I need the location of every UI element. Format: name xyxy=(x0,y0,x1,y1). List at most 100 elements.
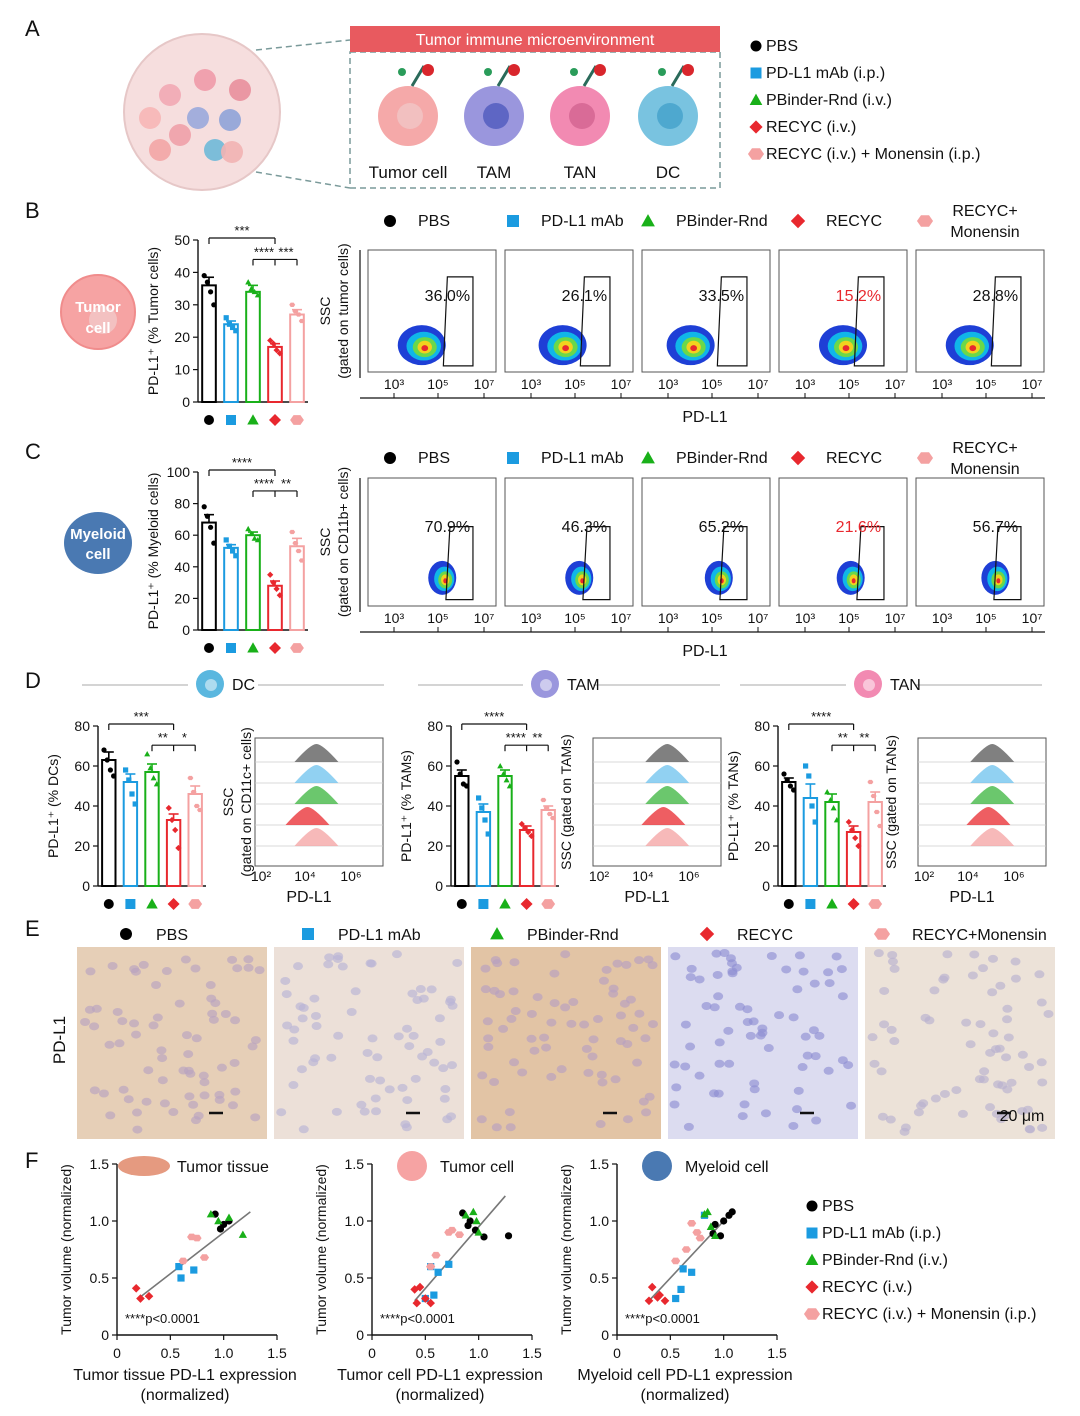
x-tick-label: 10⁵ xyxy=(975,610,996,626)
x-tick-label: 10⁷ xyxy=(611,610,632,626)
nucleus-icon xyxy=(797,1063,808,1072)
data-point xyxy=(830,805,837,811)
y-tick-label: 0 xyxy=(601,1327,609,1343)
nucleus-icon xyxy=(132,1125,143,1134)
nucleus-icon xyxy=(384,1085,395,1094)
panel-label-e: E xyxy=(25,916,40,941)
flow-plot: 46.3% 10³ 10⁵ 10⁷ xyxy=(504,477,634,632)
data-point xyxy=(504,1232,513,1240)
nucleus-icon xyxy=(788,1013,799,1022)
nucleus-icon xyxy=(1024,1062,1035,1071)
gate xyxy=(442,276,474,367)
legend-marker xyxy=(805,1253,819,1265)
nucleus-icon xyxy=(230,1087,241,1096)
category-marker xyxy=(478,899,489,909)
nucleus-icon xyxy=(227,955,238,964)
nucleus-icon xyxy=(98,1089,109,1098)
data-point xyxy=(703,1207,712,1216)
scatter-plot: 0 0.5 1.0 1.5 0 0.5 1.0 1.5 Tumor volume (normal… xyxy=(313,1151,543,1404)
x-tick-label: 10⁷ xyxy=(748,376,769,392)
data-point xyxy=(692,1229,702,1236)
nucleus-icon xyxy=(80,1018,91,1027)
nucleus-icon xyxy=(615,1011,626,1020)
x-tick-label: 1.5 xyxy=(767,1345,787,1361)
cell-icon-label: Tumor xyxy=(75,299,121,316)
flow-frame xyxy=(504,477,634,607)
histogram-peak xyxy=(970,765,1015,783)
data-point xyxy=(165,804,172,812)
data-point xyxy=(178,1257,188,1265)
data-point xyxy=(716,1232,725,1240)
x-tick-label: 10⁷ xyxy=(1022,610,1043,626)
sig-label: ** xyxy=(838,730,848,745)
x-tick-label: 10⁵ xyxy=(838,610,859,626)
nucleus-icon xyxy=(711,949,722,958)
gate-percent: 26.1% xyxy=(562,288,607,305)
nucleus-icon xyxy=(915,1101,926,1110)
data-point xyxy=(129,791,135,797)
data-point xyxy=(653,1293,662,1302)
y-tick-label: 0 xyxy=(182,394,190,410)
nucleus-icon xyxy=(216,1063,227,1072)
nucleus-icon xyxy=(581,1044,592,1053)
nucleus-icon xyxy=(846,1101,857,1110)
nucleus-icon xyxy=(1034,970,1045,979)
nucleus-icon xyxy=(132,1108,143,1117)
y-tick-label: 80 xyxy=(427,718,443,734)
nucleus-icon xyxy=(993,1080,1004,1089)
histogram-peak xyxy=(645,765,690,783)
nucleus-icon xyxy=(492,959,503,968)
zoom-line xyxy=(255,39,351,51)
nucleus-icon xyxy=(739,1100,750,1109)
nucleus-icon xyxy=(592,1015,603,1024)
nucleus-icon xyxy=(727,967,738,976)
histogram-peak xyxy=(294,744,339,762)
nucleus-icon xyxy=(498,1024,509,1033)
x-tick-label: 10³ xyxy=(384,376,405,392)
data-point xyxy=(131,1283,141,1293)
data-point xyxy=(136,1294,145,1303)
cell-icon xyxy=(204,139,226,161)
legend-label: RECYC+Monensin xyxy=(912,927,1047,944)
data-point xyxy=(298,318,305,324)
nucleus-icon xyxy=(397,103,423,129)
data-point xyxy=(472,1216,481,1225)
nucleus-icon xyxy=(346,1008,357,1017)
legend-label: PBS xyxy=(822,1198,854,1215)
data-point xyxy=(434,1268,442,1276)
nucleus-icon xyxy=(415,985,426,994)
nucleus-icon xyxy=(625,995,636,1004)
nucleus-icon xyxy=(310,1011,321,1020)
data-point xyxy=(226,543,232,549)
legend-marker xyxy=(641,451,655,464)
nucleus-icon xyxy=(988,1029,999,1038)
data-point xyxy=(852,834,859,842)
data-point xyxy=(233,553,239,559)
nucleus-icon xyxy=(308,1058,319,1067)
nucleus-icon xyxy=(670,952,681,961)
nucleus-icon xyxy=(742,1005,753,1014)
nucleus-icon xyxy=(288,1036,299,1045)
data-point xyxy=(251,288,258,295)
y-tick-label: 20 xyxy=(174,590,190,606)
data-point xyxy=(525,828,532,836)
flow-frame xyxy=(641,477,771,607)
nucleus-icon xyxy=(220,1009,231,1018)
y-tick-label: 1.5 xyxy=(345,1156,365,1172)
nucleus-icon xyxy=(694,975,705,984)
nucleus-icon xyxy=(588,1035,599,1044)
data-point xyxy=(677,1285,685,1293)
nucleus-icon xyxy=(792,985,803,994)
x-tick-label: 1.5 xyxy=(522,1345,542,1361)
data-point xyxy=(187,775,194,781)
sig-label: **** xyxy=(254,476,274,491)
data-point xyxy=(248,285,255,291)
cell-type-label: DC xyxy=(656,163,681,182)
legend-marker xyxy=(873,928,891,940)
nucleus-icon xyxy=(506,1014,517,1023)
nucleus-icon xyxy=(289,1025,300,1034)
nucleus-icon xyxy=(232,964,243,973)
x-tick-label: 10³ xyxy=(384,610,405,626)
y-tick-label: 1.0 xyxy=(345,1213,365,1229)
category-marker xyxy=(188,899,203,909)
